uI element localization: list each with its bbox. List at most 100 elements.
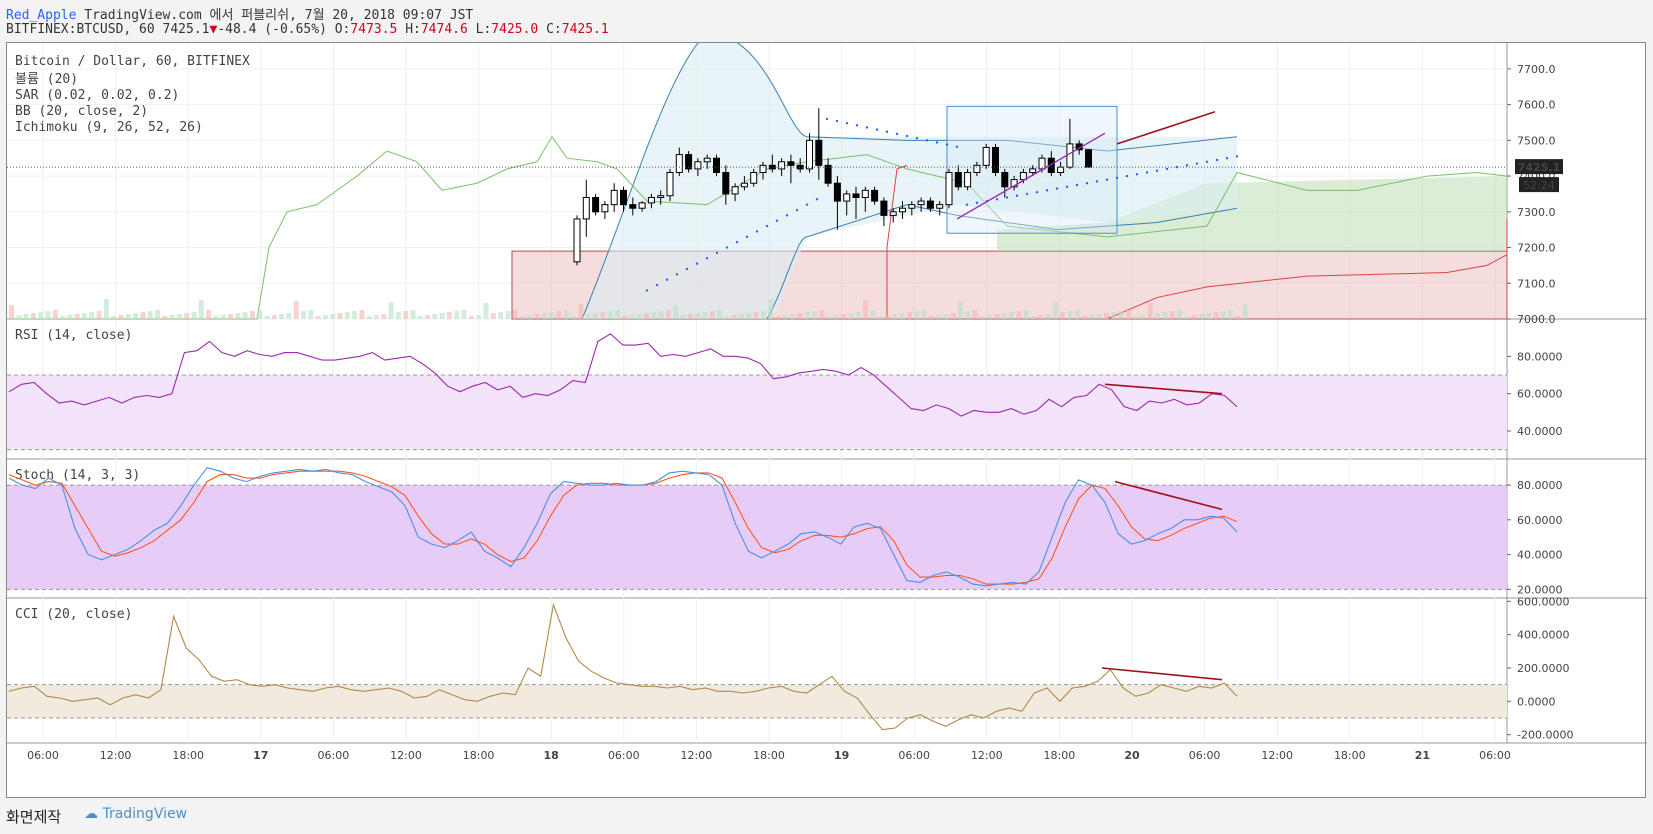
sar-dot xyxy=(1115,176,1119,180)
candle-body xyxy=(1085,149,1092,168)
volume-bar xyxy=(352,311,358,319)
volume-bar xyxy=(45,311,51,319)
candle-body xyxy=(815,139,823,166)
candle-body xyxy=(1001,171,1009,188)
chart-svg[interactable]: 06:00 12:00 18:00 17 06:00 12:00 18:00 18 06:00 1… xyxy=(7,43,1647,799)
brand-label: TradingView xyxy=(102,806,188,822)
volume-bar xyxy=(906,312,912,319)
candle-body xyxy=(1057,166,1065,173)
candle-body xyxy=(666,171,674,197)
volume-bar xyxy=(30,313,36,319)
volume-bar xyxy=(680,315,686,319)
volume-bar xyxy=(447,312,452,319)
author-link[interactable]: Red_Apple xyxy=(6,8,77,23)
chart-frame[interactable]: 06:00 12:00 18:00 17 06:00 12:00 18:00 18 06:00 1… xyxy=(6,42,1647,799)
x-tick-label: 06:00 xyxy=(898,749,930,762)
volume-bar xyxy=(717,310,723,319)
candle-body xyxy=(722,171,730,195)
volume-bar xyxy=(833,315,839,319)
sar-dot xyxy=(955,145,959,148)
candle-body xyxy=(1029,168,1037,173)
sar-dot xyxy=(805,203,809,206)
candle-body xyxy=(852,193,860,199)
sar-dot xyxy=(1205,160,1209,163)
volume-bar xyxy=(476,315,482,319)
cci-line xyxy=(8,602,1238,731)
sar-dot xyxy=(835,119,839,123)
divergence-line-price xyxy=(1116,110,1216,145)
candle-body xyxy=(936,204,944,209)
candle-body xyxy=(982,146,990,166)
sar-dot xyxy=(915,136,919,140)
sar-dot xyxy=(695,262,699,265)
volume-bar xyxy=(943,314,949,319)
candle-body xyxy=(582,197,590,220)
volume-bar xyxy=(140,312,146,319)
volume-bar xyxy=(228,314,233,319)
y-tick-label: 80.0000 xyxy=(1517,479,1563,492)
open-label: O: xyxy=(334,22,351,37)
x-tick-label: 06:00 xyxy=(27,749,59,762)
open-value: 7473.5 xyxy=(350,22,398,37)
volume-bar xyxy=(96,311,102,319)
candle-body xyxy=(759,164,767,173)
volume-bar xyxy=(541,313,547,319)
volume-bar xyxy=(1235,316,1241,319)
volume-bar xyxy=(242,312,248,319)
volume-bar xyxy=(1052,302,1058,319)
volume-bar xyxy=(571,316,577,319)
x-tick-label: 12:00 xyxy=(390,749,422,762)
volume-bar xyxy=(614,310,620,319)
sar-dot xyxy=(845,121,849,125)
candle-body xyxy=(1019,171,1027,181)
volume-bar xyxy=(877,316,883,319)
candle-body xyxy=(992,146,999,173)
volume-bar xyxy=(374,315,379,319)
volume-bar xyxy=(1220,311,1226,319)
volume-bar xyxy=(308,310,314,319)
volume-bar xyxy=(381,314,387,319)
sar-dot xyxy=(705,257,709,260)
volume-bar xyxy=(622,316,628,319)
volume-bar xyxy=(322,315,328,319)
volume-bar xyxy=(1074,310,1080,319)
sar-dot xyxy=(1055,187,1059,190)
sar-dot xyxy=(815,198,819,201)
candle-body xyxy=(647,197,655,204)
ichimoku-cloud-green xyxy=(997,176,1507,252)
ichimoku-lagging-span xyxy=(7,135,1508,320)
sar-dot xyxy=(1045,189,1049,192)
sar-dot xyxy=(1085,182,1089,185)
x-tick-label: 18:00 xyxy=(1044,749,1076,762)
candle-body xyxy=(833,182,841,202)
tradingview-logo[interactable]: ☁ TradingView xyxy=(84,806,187,822)
volume-bar xyxy=(155,310,160,319)
volume-bar xyxy=(848,313,854,319)
last-price-label: 7425.1 xyxy=(1518,161,1560,174)
candle-body xyxy=(573,218,581,263)
x-tick-label: 18:00 xyxy=(753,749,785,762)
volume-bar xyxy=(271,315,277,319)
candle-body xyxy=(973,164,981,173)
bollinger-lower xyxy=(766,204,1238,320)
volume-bar xyxy=(950,313,956,319)
x-tick-label: 18:00 xyxy=(463,749,495,762)
volume-bar xyxy=(439,313,445,319)
volume-bar xyxy=(1060,312,1066,319)
sar-dot xyxy=(1235,155,1239,158)
volume-bar xyxy=(760,311,766,319)
publish-info: TradingView.com 에서 퍼블리쉬, 7월 20, 2018 09:… xyxy=(76,8,474,23)
candle-body xyxy=(703,157,711,163)
volume-bar xyxy=(768,299,774,319)
sar-dot xyxy=(1195,162,1199,165)
volume-bar xyxy=(585,314,591,319)
volume-bar xyxy=(1125,310,1131,319)
volume-bar xyxy=(1082,316,1088,319)
sar-dot xyxy=(675,273,679,276)
cloud-icon: ☁ xyxy=(84,806,98,822)
sar-dot xyxy=(775,219,779,222)
volume-bar xyxy=(1104,313,1109,319)
candle-body xyxy=(601,204,609,213)
volume-bar xyxy=(60,316,66,319)
volume-bar xyxy=(23,314,29,319)
